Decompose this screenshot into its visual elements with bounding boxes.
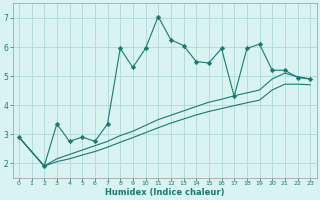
X-axis label: Humidex (Indice chaleur): Humidex (Indice chaleur): [105, 188, 224, 197]
